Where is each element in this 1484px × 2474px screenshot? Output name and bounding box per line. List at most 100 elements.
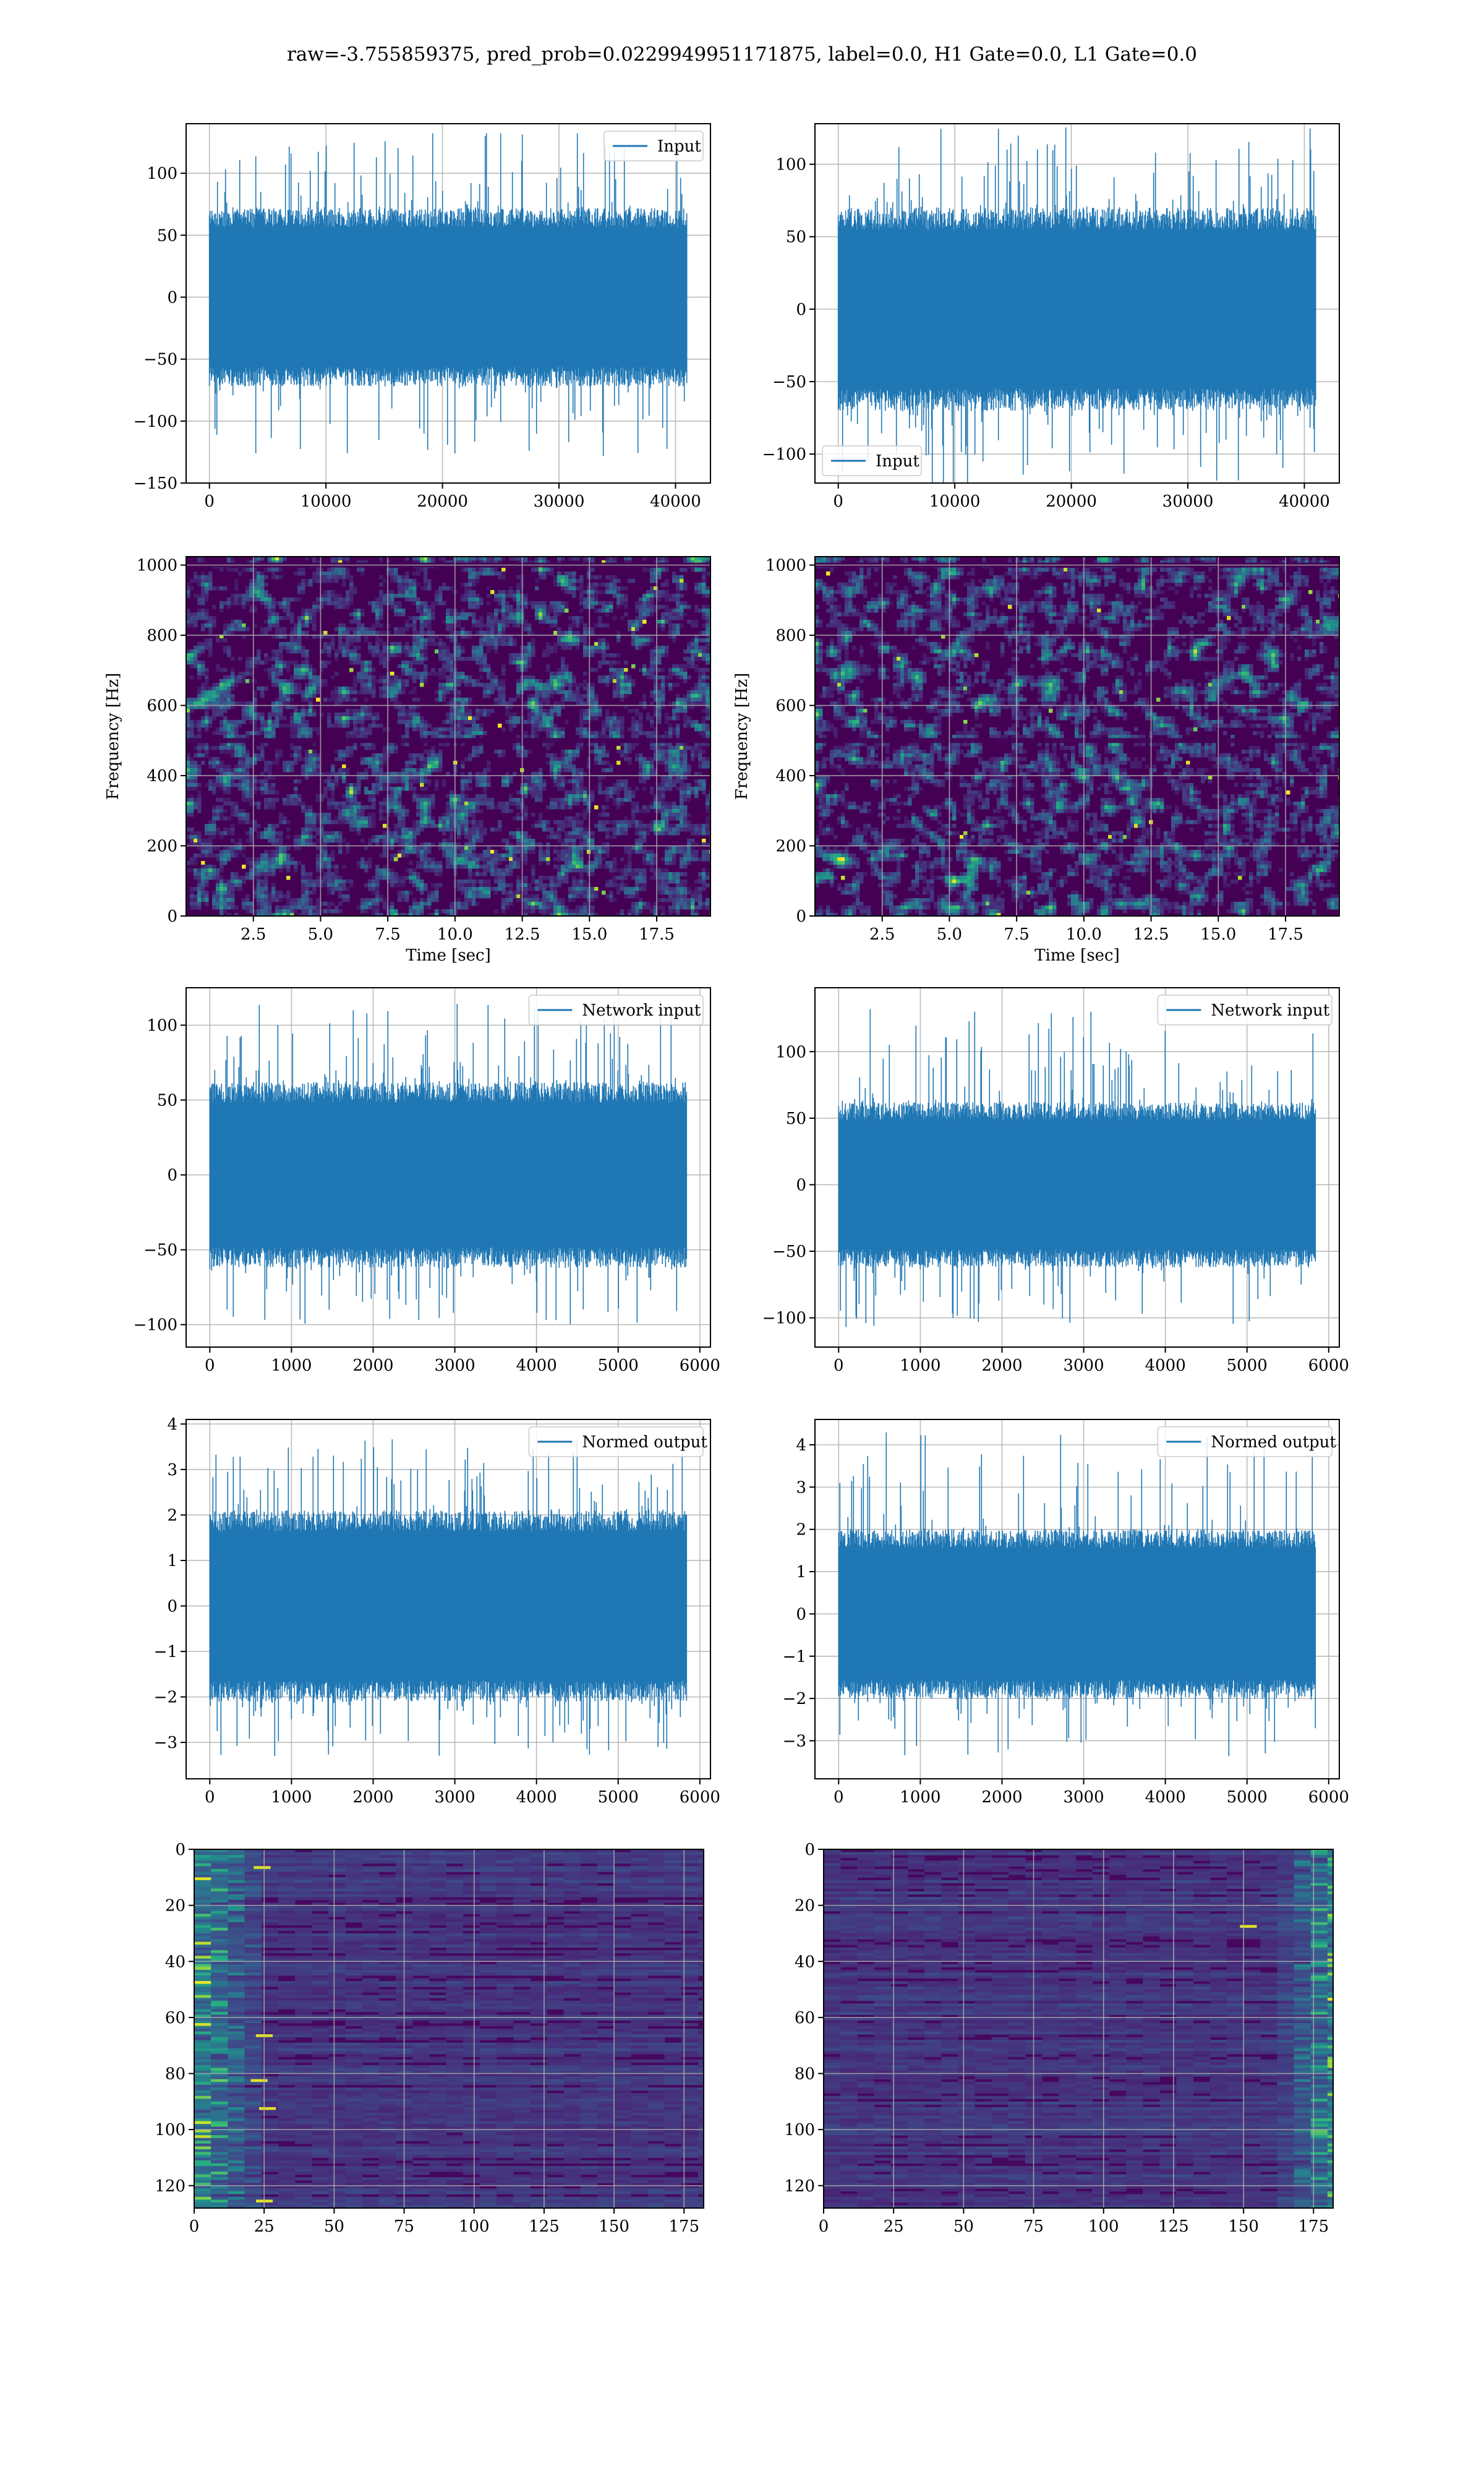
panel-row4-left-xtick-label: 3000 xyxy=(434,1788,475,1807)
panel-row3-left-legend-label: Network input xyxy=(582,1001,701,1020)
panel-row5-right-ytick-label: 40 xyxy=(795,1953,815,1971)
panel-row3-right-legend-box xyxy=(1157,995,1333,1025)
panel-row1-left-legend-label: Input xyxy=(657,137,701,156)
panel-row2-left-frame xyxy=(186,556,711,917)
panel-row4-right-ytick-label: 3 xyxy=(796,1478,806,1497)
panel-row4-left-xtick-label: 1000 xyxy=(271,1788,312,1807)
panel-row5-left-xtick-label: 50 xyxy=(324,2217,344,2236)
panel-row1-left-ytick-label: 100 xyxy=(147,165,177,183)
panel-row3-left-xtick-label: 1000 xyxy=(271,1356,312,1375)
panel-row4-right-xtick-label: 2000 xyxy=(981,1788,1022,1807)
panel-row2-right-dark-band xyxy=(815,738,1339,743)
panel-row3-left-ytick-label: 0 xyxy=(167,1166,177,1185)
panel-row5-right-xtick-label: 50 xyxy=(953,2217,974,2236)
panel-row2-left-xtick-label: 2.5 xyxy=(241,925,266,944)
panel-row2-left-xtick-label: 7.5 xyxy=(375,925,400,944)
panel-row4-right-ytick-label: 4 xyxy=(796,1436,806,1455)
panel-row2-right-ytick-label: 600 xyxy=(775,697,806,716)
panel-row1-right-xtick-label: 30000 xyxy=(1162,492,1214,511)
panel-row2-left-ytick-label: 800 xyxy=(147,627,177,645)
panel-row5-left-ytick-label: 0 xyxy=(175,1841,186,1859)
panel-row5-left-ytick-label: 40 xyxy=(165,1953,186,1971)
panel-row1-right-ytick-label: 100 xyxy=(775,156,806,174)
panel-row3-right-ytick-label: 0 xyxy=(796,1176,806,1194)
panel-row3-right-xtick-label: 1000 xyxy=(900,1356,940,1375)
panel-row1-right: 0 10000 20000 30000 40000 −100 −50 0 50 100 Input xyxy=(762,123,1340,511)
panel-row5-right-xtick-label: 75 xyxy=(1023,2217,1044,2236)
panel-row2-right-ylabel: Frequency [Hz] xyxy=(733,673,751,800)
panel-row3-right-ytick-label: 100 xyxy=(775,1043,806,1061)
panel-row5-right-frame xyxy=(823,1849,1334,2209)
panel-row5-right: 0 25 50 75 100 125 150 175 0 20 40 60 80 100 120 xyxy=(784,1841,1334,2236)
panel-row2-right-ytick-label: 400 xyxy=(775,767,806,785)
panel-row1-right-legend: Input xyxy=(822,445,922,476)
panel-row4-left-legend-box xyxy=(528,1426,704,1457)
panel-row4-left-xtick-label: 6000 xyxy=(680,1788,720,1807)
panel-row2-left-xtick-label: 17.5 xyxy=(639,925,675,944)
panel-row2-right-ytick-label: 0 xyxy=(796,907,806,926)
panel-row4-left-xtick-label: 5000 xyxy=(598,1788,639,1807)
panel-row4-right-xtick-label: 0 xyxy=(834,1788,844,1807)
panel-row1-left-series-core xyxy=(209,231,687,364)
panel-row4-left-ytick-label: 0 xyxy=(167,1598,177,1616)
panel-row1-right-frame xyxy=(814,123,1340,484)
panel-row3-right: 0 1000 2000 3000 4000 5000 6000 −100 −50 0 50 100 Ne… xyxy=(762,987,1349,1375)
panel-row5-left-grid xyxy=(194,1849,704,2208)
panel-row5-right-grid xyxy=(824,1849,1333,2208)
panel-row2-right-xtick-label: 10.0 xyxy=(1066,925,1102,944)
panel-row4-right: 0 1000 2000 3000 4000 5000 6000 −3 −2 −1 0 1 2 3 4 Norm… xyxy=(783,1419,1349,1807)
panel-row4-left-xtick-label: 0 xyxy=(205,1788,215,1807)
panel-row1-right-series-core xyxy=(838,234,1316,385)
panel-row5-right-xtick-label: 100 xyxy=(1088,2217,1119,2236)
panel-row5-right-xtick-label: 25 xyxy=(884,2217,904,2236)
panel-row1-left-legend-box xyxy=(603,131,704,161)
panel-row4-right-ytick-label: −1 xyxy=(783,1648,806,1666)
panel-row5-left: 0 25 50 75 100 125 150 175 0 20 40 60 80 100 120 xyxy=(155,1841,704,2236)
panel-row2-right-plot-area xyxy=(815,557,1339,916)
panel-row4-left-frame xyxy=(186,1419,711,1779)
panel-row4-right-ytick-label: 0 xyxy=(796,1605,806,1624)
panel-row3-left-plot-area xyxy=(186,988,710,1347)
panel-row2-right-grid xyxy=(815,557,1339,916)
panel-row3-right-xtick-label: 4000 xyxy=(1145,1356,1186,1375)
panel-row4-left: 0 1000 2000 3000 4000 5000 6000 −3 −2 −1 0 1 2 3 4 Norm… xyxy=(154,1415,720,1807)
panel-row4-left-series-core xyxy=(210,1535,687,1677)
panel-row5-left-ytick-label: 100 xyxy=(155,2121,186,2139)
panel-row2-left-xtick-label: 15.0 xyxy=(571,925,607,944)
panel-row3-left-ytick-label: −50 xyxy=(143,1241,177,1260)
panel-row2-left-ytick-label: 200 xyxy=(147,837,177,856)
panel-row2-right-xtick-label: 12.5 xyxy=(1133,925,1169,944)
panel-row5-right-ytick-label: 0 xyxy=(804,1841,815,1859)
panel-row2-left-xlabel: Time [sec] xyxy=(406,946,491,965)
panel-row4-right-xtick-label: 4000 xyxy=(1145,1788,1186,1807)
panel-row5-right-plot-area xyxy=(824,1849,1333,2208)
panel-row3-left-legend: Network input xyxy=(528,995,704,1025)
panel-row1-left-ytick-label: 0 xyxy=(167,288,177,307)
panel-row4-right-legend-label: Normed output xyxy=(1211,1433,1336,1452)
panel-row1-right-xtick-label: 40000 xyxy=(1279,492,1330,511)
panel-row3-left-ytick-label: −100 xyxy=(134,1316,177,1335)
panel-row4-right-ytick-label: −3 xyxy=(783,1732,806,1750)
panel-row4-right-xtick-label: 3000 xyxy=(1063,1788,1104,1807)
panel-row1-left-legend: Input xyxy=(603,131,704,161)
panel-row3-right-xtick-label: 3000 xyxy=(1063,1356,1104,1375)
panel-row2-right-ytick-label: 800 xyxy=(775,627,806,645)
panel-row1-left-ytick-label: −100 xyxy=(134,413,177,431)
panel-row1-right-xtick-label: 0 xyxy=(833,492,843,511)
panel-row5-right-xtick-label: 0 xyxy=(819,2217,829,2236)
panel-row1-left-xtick-label: 0 xyxy=(204,492,215,511)
panel-row4-right-ytick-label: 1 xyxy=(796,1563,806,1582)
panel-row5-left-xtick-label: 150 xyxy=(599,2217,629,2236)
panel-row1-left: 0 10000 20000 30000 40000 −150 −100 −50 0 50 100 In… xyxy=(134,123,711,511)
panel-row3-right-legend-label: Network input xyxy=(1211,1001,1329,1020)
panel-row2-left-xtick-label: 12.5 xyxy=(505,925,540,944)
panel-row4-left-ytick-label: −2 xyxy=(154,1689,177,1707)
panel-row1-right-ytick-label: 0 xyxy=(796,301,806,319)
panel-row1-right-legend-label: Input xyxy=(876,452,919,471)
panel-row4-left-ytick-label: −3 xyxy=(154,1734,177,1752)
panel-row2-left-dark-band xyxy=(186,738,710,743)
panel-row5-left-xtick-label: 25 xyxy=(254,2217,275,2236)
panel-row5-left-xtick-label: 175 xyxy=(668,2217,699,2236)
panel-row3-left-xtick-label: 2000 xyxy=(352,1356,393,1375)
